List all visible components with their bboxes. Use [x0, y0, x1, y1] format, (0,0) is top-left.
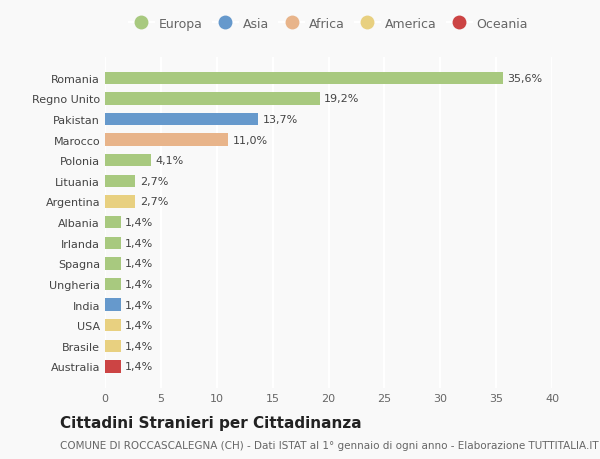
Bar [105, 73, 503, 85]
Bar [105, 155, 151, 167]
Text: 1,4%: 1,4% [125, 341, 154, 351]
Bar [105, 257, 121, 270]
Text: 1,4%: 1,4% [125, 218, 154, 228]
Text: 2,7%: 2,7% [140, 176, 168, 186]
Bar [105, 196, 135, 208]
Text: 4,1%: 4,1% [155, 156, 184, 166]
Text: 1,4%: 1,4% [125, 320, 154, 330]
Text: 13,7%: 13,7% [263, 115, 298, 125]
Legend: Europa, Asia, Africa, America, Oceania: Europa, Asia, Africa, America, Oceania [125, 14, 532, 34]
Bar [105, 360, 121, 373]
Text: 1,4%: 1,4% [125, 238, 154, 248]
Text: 1,4%: 1,4% [125, 300, 154, 310]
Text: 1,4%: 1,4% [125, 259, 154, 269]
Bar [105, 217, 121, 229]
Text: 1,4%: 1,4% [125, 280, 154, 289]
Bar [105, 175, 135, 188]
Bar [105, 134, 228, 146]
Text: 1,4%: 1,4% [125, 362, 154, 372]
Text: 19,2%: 19,2% [324, 94, 359, 104]
Text: Cittadini Stranieri per Cittadinanza: Cittadini Stranieri per Cittadinanza [60, 415, 362, 431]
Bar [105, 340, 121, 352]
Text: 2,7%: 2,7% [140, 197, 168, 207]
Bar [105, 278, 121, 291]
Bar [105, 319, 121, 332]
Bar [105, 93, 320, 105]
Bar [105, 237, 121, 249]
Bar [105, 299, 121, 311]
Text: COMUNE DI ROCCASCALEGNA (CH) - Dati ISTAT al 1° gennaio di ogni anno - Elaborazi: COMUNE DI ROCCASCALEGNA (CH) - Dati ISTA… [60, 440, 599, 450]
Text: 11,0%: 11,0% [232, 135, 268, 146]
Bar [105, 113, 258, 126]
Text: 35,6%: 35,6% [508, 73, 542, 84]
